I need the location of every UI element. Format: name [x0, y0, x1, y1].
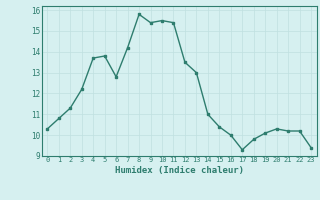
X-axis label: Humidex (Indice chaleur): Humidex (Indice chaleur) [115, 166, 244, 175]
